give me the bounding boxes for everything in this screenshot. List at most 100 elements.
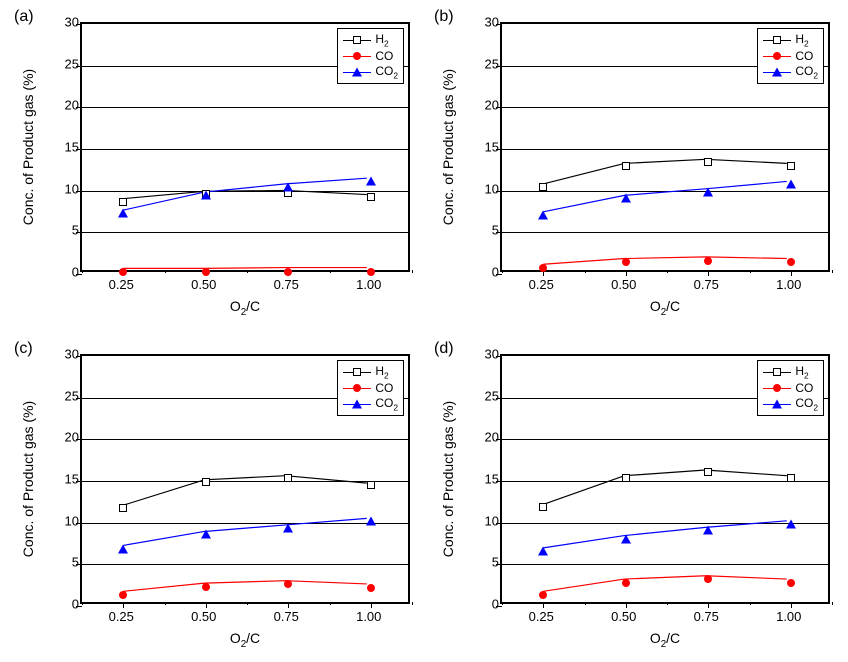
circle-marker [622, 258, 630, 266]
legend-item-CO: CO [343, 48, 398, 64]
xtick-minor [750, 602, 751, 605]
panel-c: (c)Conc. of Product gas (%)O2/CH2COCO205… [10, 336, 414, 656]
circle-marker [353, 52, 361, 60]
series-CO2 [123, 518, 367, 545]
xtick-label: 0.75 [686, 609, 726, 624]
ytick-label: 25 [49, 388, 79, 403]
triangle-marker [703, 187, 713, 196]
series-CO2 [543, 181, 787, 211]
xtick-label: 0.50 [604, 609, 644, 624]
ytick-label: 15 [49, 472, 79, 487]
ytick-label: 30 [469, 15, 499, 30]
y-axis-label: Conc. of Product gas (%) [440, 401, 456, 557]
panel-label: (b) [434, 8, 454, 26]
circle-marker [367, 584, 375, 592]
xtick-mark [206, 602, 207, 608]
xtick-minor [82, 270, 83, 273]
square-marker [119, 198, 127, 206]
circle-marker [787, 579, 795, 587]
triangle-marker [621, 534, 631, 543]
xtick-minor [247, 602, 248, 605]
x-axis-label: O2/C [650, 630, 680, 650]
xtick-label: 0.75 [266, 609, 306, 624]
square-marker [704, 468, 712, 476]
square-marker [202, 478, 210, 486]
legend-label: CO [795, 381, 813, 395]
legend-label: CO [375, 381, 393, 395]
ytick-label: 0 [49, 597, 79, 612]
circle-marker [367, 268, 375, 276]
panel-b: (b)Conc. of Product gas (%)O2/CH2COCO205… [430, 4, 834, 324]
triangle-marker [538, 547, 548, 556]
legend-label: H2 [795, 364, 808, 380]
square-marker [353, 368, 361, 376]
xtick-mark [708, 270, 709, 276]
circle-marker [539, 591, 547, 599]
square-marker [119, 504, 127, 512]
xtick-mark [626, 270, 627, 276]
triangle-marker [772, 400, 782, 409]
circle-marker [622, 579, 630, 587]
legend-item-CO: CO [343, 380, 398, 396]
triangle-marker [366, 517, 376, 526]
series-H2 [123, 476, 367, 506]
triangle-marker [772, 68, 782, 77]
legend-label: CO2 [795, 396, 818, 412]
legend: H2COCO2 [757, 360, 824, 416]
xtick-minor [832, 602, 833, 605]
x-axis-label: O2/C [230, 630, 260, 650]
ytick-label: 10 [469, 181, 499, 196]
triangle-marker [283, 523, 293, 532]
triangle-marker [786, 519, 796, 528]
circle-marker [119, 591, 127, 599]
circle-marker [773, 384, 781, 392]
legend-item-H2: H2 [343, 364, 398, 380]
ytick-label: 15 [469, 472, 499, 487]
circle-marker [704, 257, 712, 265]
xtick-minor [330, 602, 331, 605]
xtick-minor [247, 270, 248, 273]
triangle-marker [201, 190, 211, 199]
xtick-label: 0.75 [686, 277, 726, 292]
ytick-label: 25 [469, 56, 499, 71]
xtick-minor [502, 270, 503, 273]
ytick-label: 30 [49, 347, 79, 362]
y-axis-label: Conc. of Product gas (%) [440, 69, 456, 225]
ytick-label: 30 [469, 347, 499, 362]
xtick-label: 1.00 [769, 609, 809, 624]
panel-label: (d) [434, 340, 454, 358]
ytick-label: 30 [49, 15, 79, 30]
square-marker [773, 36, 781, 44]
triangle-marker [786, 180, 796, 189]
ytick-label: 25 [469, 388, 499, 403]
panel-d: (d)Conc. of Product gas (%)O2/CH2COCO205… [430, 336, 834, 656]
ytick-label: 10 [469, 513, 499, 528]
legend-label: H2 [375, 32, 388, 48]
circle-marker [787, 258, 795, 266]
triangle-marker [283, 182, 293, 191]
xtick-minor [82, 602, 83, 605]
xtick-mark [626, 602, 627, 608]
square-marker [353, 36, 361, 44]
legend: H2COCO2 [337, 360, 404, 416]
legend-item-CO2: CO2 [343, 396, 398, 412]
triangle-marker [703, 526, 713, 535]
xtick-label: 1.00 [349, 277, 389, 292]
xtick-minor [667, 602, 668, 605]
ytick-label: 15 [469, 140, 499, 155]
legend-item-CO2: CO2 [763, 64, 818, 80]
xtick-minor [412, 602, 413, 605]
legend-item-H2: H2 [763, 32, 818, 48]
legend-item-H2: H2 [343, 32, 398, 48]
ytick-label: 0 [469, 597, 499, 612]
triangle-marker [352, 68, 362, 77]
xtick-minor [165, 270, 166, 273]
xtick-minor [412, 270, 413, 273]
series-CO2 [123, 178, 367, 210]
legend: H2COCO2 [757, 28, 824, 84]
square-marker [787, 474, 795, 482]
xtick-mark [288, 602, 289, 608]
ytick-label: 20 [469, 430, 499, 445]
series-CO [123, 581, 367, 592]
xtick-label: 1.00 [349, 609, 389, 624]
